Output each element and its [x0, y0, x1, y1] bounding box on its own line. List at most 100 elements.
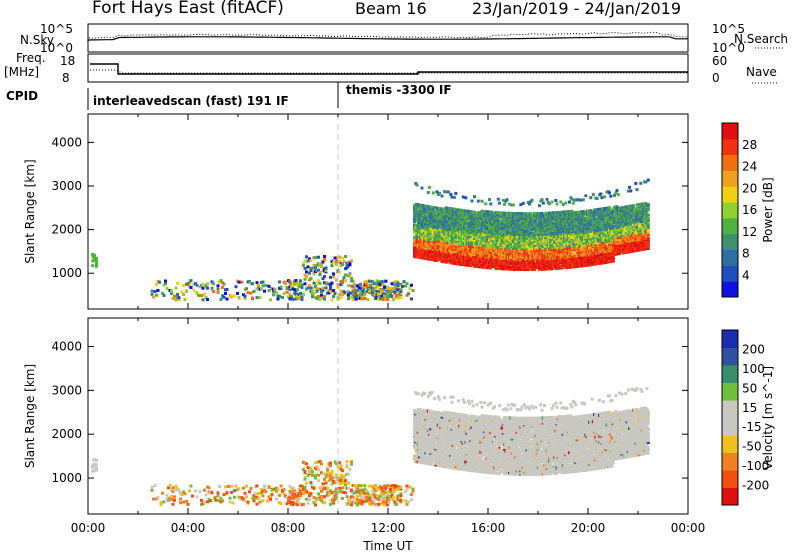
power-cell	[646, 217, 650, 221]
power-cell	[571, 253, 575, 257]
power-cell	[470, 199, 474, 203]
power-cell	[197, 293, 200, 297]
power-cell	[416, 213, 420, 217]
power-cell	[610, 211, 614, 214]
power-cell	[204, 295, 208, 299]
power-cell	[533, 233, 536, 237]
power-cell	[621, 233, 625, 237]
power-cell	[459, 221, 463, 224]
power-cell	[534, 219, 538, 223]
power-cell	[539, 260, 543, 264]
power-cell	[418, 228, 421, 231]
power-cell	[609, 235, 613, 239]
power-cell	[225, 288, 229, 291]
power-cell	[565, 257, 569, 261]
power-cell	[518, 219, 521, 223]
power-cell	[609, 233, 613, 237]
power-cell	[494, 226, 498, 230]
power-cell	[559, 264, 563, 268]
power-cell	[563, 229, 566, 233]
power-cell	[460, 261, 464, 265]
power-cell	[568, 239, 571, 243]
power-cell	[486, 212, 490, 216]
power-cells	[90, 178, 650, 302]
power-cell	[210, 280, 214, 284]
power-cell	[561, 235, 565, 238]
power-cell	[459, 224, 463, 228]
power-cell	[598, 239, 601, 243]
power-cell	[618, 252, 621, 255]
power-cell	[189, 286, 193, 289]
freq-unit: [MHz]	[4, 65, 39, 79]
power-cell	[646, 236, 650, 240]
power-cell	[476, 216, 480, 220]
power-cell	[616, 236, 620, 240]
cpid-segment-1: interleavedscan (fast) 191 IF	[93, 94, 289, 108]
power-cell	[573, 219, 576, 223]
power-cell	[609, 194, 613, 198]
power-cell	[303, 259, 307, 263]
power-cell	[460, 231, 464, 235]
power-cell	[464, 261, 468, 265]
power-cell	[606, 260, 610, 264]
power-cell	[634, 243, 638, 247]
power-cell	[470, 243, 474, 247]
power-cell	[646, 208, 650, 212]
power-cell	[581, 252, 585, 255]
power-cell	[556, 265, 560, 269]
power-cell	[317, 279, 320, 283]
power-cell	[525, 238, 529, 242]
power-cell	[574, 245, 578, 249]
power-cell	[455, 239, 459, 243]
power-cell	[495, 232, 499, 235]
power-cell	[305, 274, 308, 278]
power-cell	[469, 234, 473, 238]
power-cell	[646, 206, 650, 210]
power-cell	[471, 248, 475, 252]
power-cell	[571, 211, 575, 215]
power-cell	[541, 213, 545, 217]
power-cell	[461, 195, 465, 199]
power-cell	[416, 243, 420, 247]
power-cell	[466, 216, 470, 220]
power-cell	[485, 234, 489, 238]
power-cell	[556, 226, 560, 230]
power-cell	[423, 248, 426, 252]
power-cell	[240, 280, 244, 284]
power-cell	[474, 235, 478, 239]
power-cell	[484, 202, 488, 206]
power-cell	[526, 229, 530, 233]
power-cell	[615, 252, 619, 256]
power-cell	[534, 229, 538, 233]
power-cell	[435, 211, 439, 215]
power-cell	[514, 241, 518, 245]
power-cell	[565, 259, 569, 263]
power-cell	[186, 283, 190, 287]
power-cell	[640, 220, 644, 223]
power-cell	[540, 215, 544, 219]
power-cell	[619, 237, 623, 241]
power-cell	[449, 210, 453, 214]
power-cell	[645, 210, 649, 214]
power-cell	[419, 247, 423, 251]
power-cell	[470, 212, 474, 215]
power-cell	[480, 235, 484, 239]
power-cell	[494, 216, 498, 220]
power-cell	[431, 216, 435, 220]
power-cell	[500, 249, 504, 253]
power-cell	[458, 236, 461, 240]
nave-tick-top: 60	[712, 54, 727, 68]
power-cell	[505, 236, 509, 240]
power-cell	[173, 294, 176, 298]
power-cell	[559, 224, 563, 228]
mini-panels: N.Sky10^510^0N.Search10^510^0Freq.[MHz]1…	[4, 22, 788, 110]
power-cell	[633, 210, 636, 214]
power-cell	[635, 226, 639, 230]
power-cell	[560, 236, 564, 240]
power-cell	[478, 251, 481, 255]
power-cell	[493, 231, 496, 235]
power-cell	[635, 224, 639, 228]
power-cell	[503, 256, 506, 260]
power-cell	[212, 290, 215, 293]
power-cell	[543, 243, 546, 247]
